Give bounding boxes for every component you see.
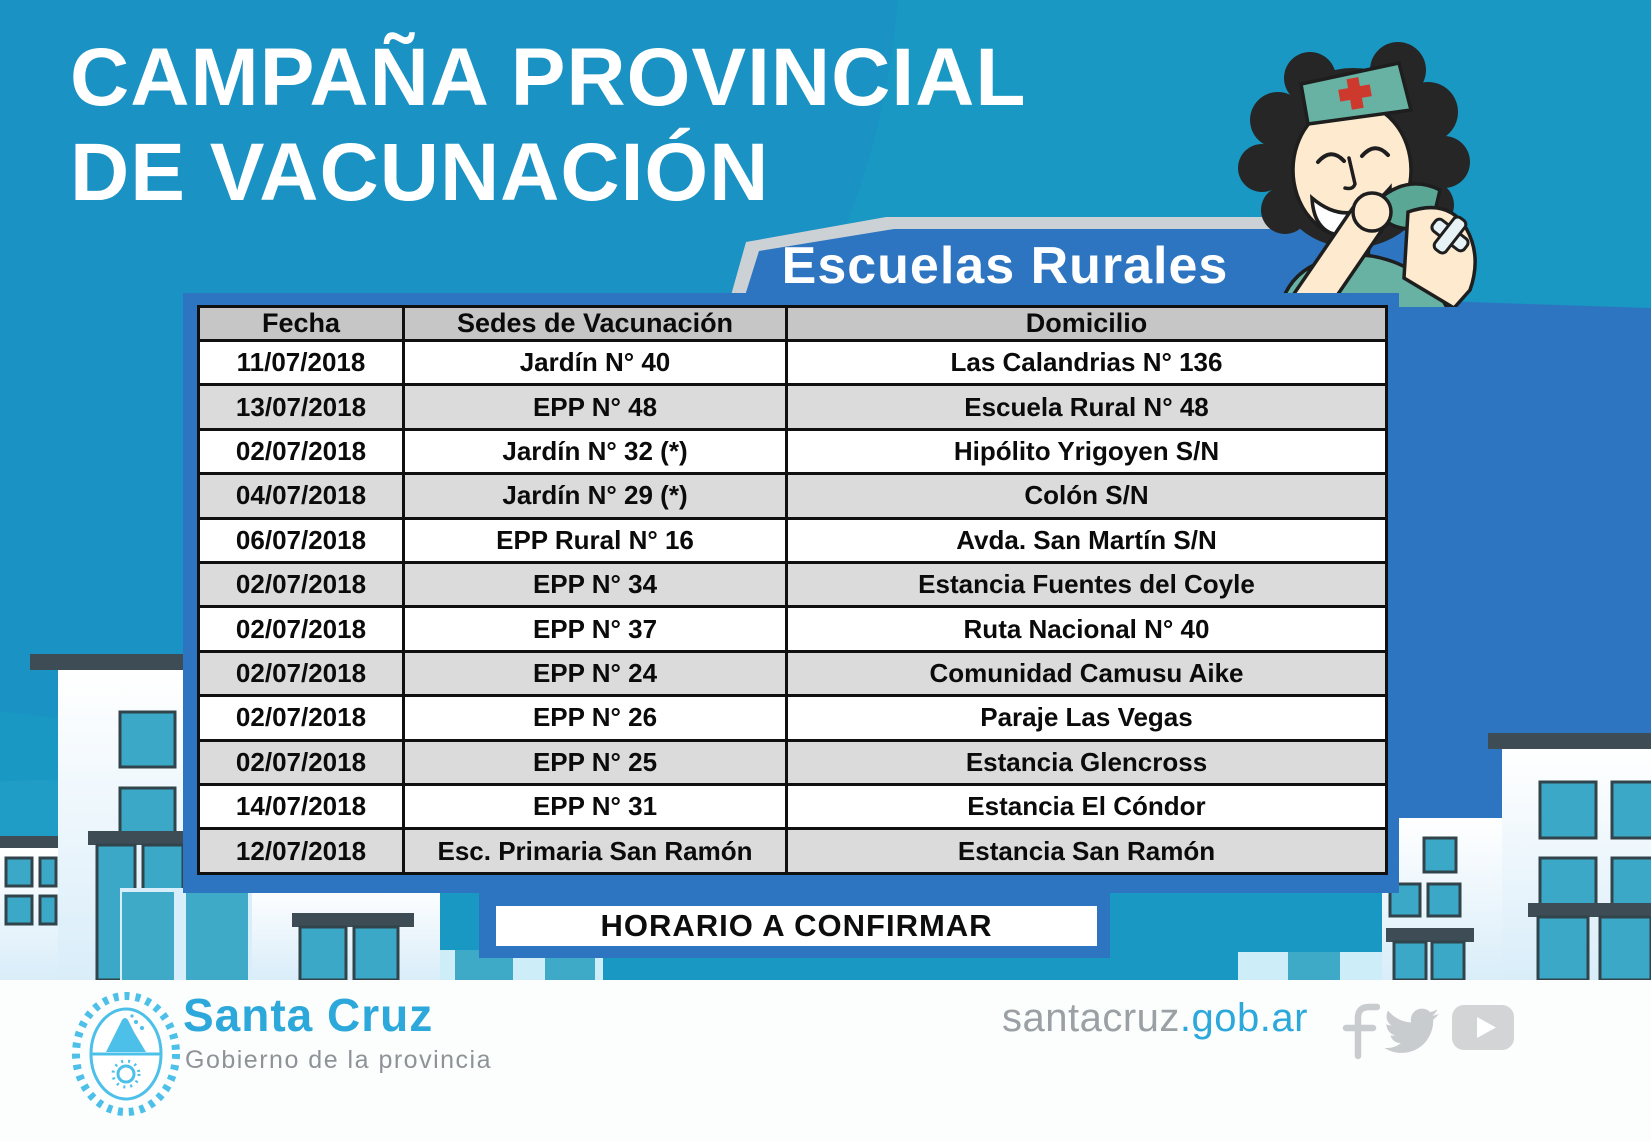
table-row: 14/07/2018 EPP N° 31 Estancia El Cóndor	[197, 783, 1388, 831]
red-cross-icon	[1338, 77, 1372, 110]
table-cell: Jardín N° 40	[402, 338, 788, 387]
santa-cruz-crest-logo	[72, 992, 180, 1116]
table-cell: 02/07/2018	[197, 561, 405, 609]
table-cell: 12/07/2018	[197, 827, 405, 875]
table-row: 02/07/2018 Jardín N° 32 (*) Hipólito Yrigo…	[197, 427, 1388, 476]
banner-tab-label: Escuelas Rurales	[781, 237, 1229, 295]
table-cell: 02/07/2018	[197, 738, 405, 787]
table-cell: Hipólito Yrigoyen S/N	[785, 427, 1388, 476]
table-cell: Jardín N° 32 (*)	[402, 427, 788, 476]
table-row: 02/07/2018 EPP N° 24 Comunidad Camusu Aike	[197, 649, 1388, 698]
footer: Santa Cruz Gobierno de la provincia sant…	[0, 980, 1651, 1141]
table-cell: 02/07/2018	[197, 649, 405, 698]
vaccination-table: Fecha Sedes de Vacunación Domicilio 11/07/…	[197, 305, 1388, 875]
table-row: 02/07/2018 EPP N° 26 Paraje Las Vegas	[197, 694, 1388, 742]
youtube-icon[interactable]	[1452, 1005, 1514, 1050]
table-cell: Jardín N° 29 (*)	[402, 472, 788, 520]
title-line-1: CAMPAÑA PROVINCIAL	[70, 32, 1027, 123]
table-cell: Escuela Rural N° 48	[785, 383, 1388, 431]
table-row: 12/07/2018 Esc. Primaria San Ramón Estanci…	[197, 827, 1388, 875]
website-link[interactable]: santacruz.gob.ar	[1002, 996, 1308, 1041]
title-line-2: DE VACUNACIÓN	[70, 127, 770, 218]
table-cell: EPP N° 34	[402, 561, 788, 609]
column-header: Sedes de Vacunación	[402, 305, 788, 342]
table-cell: Colón S/N	[785, 472, 1388, 520]
table-cell: EPP Rural N° 16	[402, 516, 788, 565]
table-cell: Las Calandrias N° 136	[785, 338, 1388, 387]
brand-subtitle: Gobierno de la provincia	[185, 1046, 492, 1074]
brand-name: Santa Cruz	[183, 989, 434, 1041]
table-cell: Estancia Glencross	[785, 738, 1388, 787]
buildings-illustration	[0, 654, 1651, 982]
table-row: 02/07/2018 EPP N° 25 Estancia Glencross	[197, 738, 1388, 787]
table-cell: Estancia El Cóndor	[785, 783, 1388, 831]
table-cell: EPP N° 31	[402, 783, 788, 831]
table-row: 11/07/2018 Jardín N° 40 Las Calandrias N° …	[197, 338, 1388, 387]
page-title: CAMPAÑA PROVINCIAL DE VACUNACIÓN	[70, 30, 1026, 220]
table-cell: Avda. San Martín S/N	[785, 516, 1388, 565]
table-cell: Comunidad Camusu Aike	[785, 649, 1388, 698]
twitter-icon[interactable]	[1382, 1002, 1444, 1057]
table-cell: Estancia Fuentes del Coyle	[785, 561, 1388, 609]
table-cell: 02/07/2018	[197, 694, 405, 742]
table-cell: Paraje Las Vegas	[785, 694, 1388, 742]
table-row: 06/07/2018 EPP Rural N° 16 Avda. San Martí…	[197, 516, 1388, 565]
table-cell: EPP N° 48	[402, 383, 788, 431]
table-cell: 11/07/2018	[197, 338, 405, 387]
notice-label: HORARIO A CONFIRMAR	[496, 906, 1097, 946]
table-cell: EPP N° 25	[402, 738, 788, 787]
table-cell: 14/07/2018	[197, 783, 405, 831]
table-cell: 06/07/2018	[197, 516, 405, 565]
website-domain: santacruz	[1002, 996, 1180, 1040]
table-row: 13/07/2018 EPP N° 48 Escuela Rural N° 48	[197, 383, 1388, 431]
table-cell: 13/07/2018	[197, 383, 405, 431]
notice-box: HORARIO A CONFIRMAR	[479, 893, 1110, 958]
table-cell: 02/07/2018	[197, 427, 405, 476]
table-cell: EPP N° 24	[402, 649, 788, 698]
table-cell: EPP N° 26	[402, 694, 788, 742]
table-cell: EPP N° 37	[402, 605, 788, 653]
table-row: 04/07/2018 Jardín N° 29 (*) Colón S/N	[197, 472, 1388, 520]
table-header-row: Fecha Sedes de Vacunación Domicilio	[197, 305, 1388, 342]
table-cell: Estancia San Ramón	[785, 827, 1388, 875]
table-cell: Ruta Nacional N° 40	[785, 605, 1388, 653]
table-cell: 02/07/2018	[197, 605, 405, 653]
table-row: 02/07/2018 EPP N° 34 Estancia Fuentes del …	[197, 561, 1388, 609]
facebook-icon[interactable]	[1330, 998, 1380, 1060]
table-cell: 04/07/2018	[197, 472, 405, 520]
website-tld: .gob.ar	[1179, 996, 1308, 1040]
table-row: 02/07/2018 EPP N° 37 Ruta Nacional N° 40	[197, 605, 1388, 653]
vaccination-table-panel: Fecha Sedes de Vacunación Domicilio 11/07/…	[183, 293, 1399, 893]
column-header: Fecha	[197, 305, 405, 342]
bandage-icon	[1430, 215, 1470, 255]
column-header: Domicilio	[785, 305, 1388, 342]
table-cell: Esc. Primaria San Ramón	[402, 827, 788, 875]
